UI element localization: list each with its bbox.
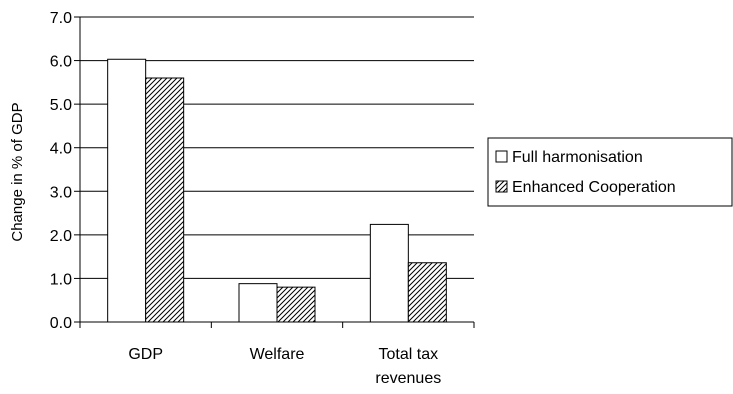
x-tick-labels: GDP Welfare Total tax revenues [128, 346, 441, 387]
x-tick-label: Welfare [250, 346, 305, 363]
bar-enhanced-cooperation-2 [407, 262, 447, 323]
axes [74, 16, 475, 328]
y-tick-labels: 0.0 1.0 2.0 3.0 4.0 5.0 6.0 7.0 [50, 10, 72, 332]
y-tick-label: 0.0 [50, 315, 72, 332]
bar-full-harmonisation-0 [107, 58, 147, 323]
y-tick-label: 5.0 [50, 97, 72, 114]
y-tick-label: 4.0 [50, 141, 72, 158]
bars [107, 58, 447, 323]
legend-swatch [495, 150, 508, 163]
legend-box [487, 137, 733, 207]
y-tick-label: 1.0 [50, 271, 72, 288]
legend-label: Enhanced Cooperation [512, 179, 676, 196]
y-tick-label: 3.0 [50, 184, 72, 201]
bar-full-harmonisation-1 [238, 283, 278, 323]
bar-enhanced-cooperation-0 [145, 77, 185, 323]
x-tick-label: Total tax revenues [375, 346, 441, 387]
bar-full-harmonisation-2 [369, 223, 409, 323]
x-tick-label: GDP [128, 346, 163, 363]
y-axis-title: Change in % of GDP [9, 102, 26, 241]
bar-enhanced-cooperation-1 [276, 286, 316, 323]
y-tick-label: 2.0 [50, 228, 72, 245]
y-tick-label: 6.0 [50, 54, 72, 71]
legend-label: Full harmonisation [512, 149, 643, 166]
legend-swatch [495, 180, 508, 193]
legend: Full harmonisation Enhanced Cooperation [487, 137, 733, 207]
y-tick-label: 7.0 [50, 10, 72, 27]
